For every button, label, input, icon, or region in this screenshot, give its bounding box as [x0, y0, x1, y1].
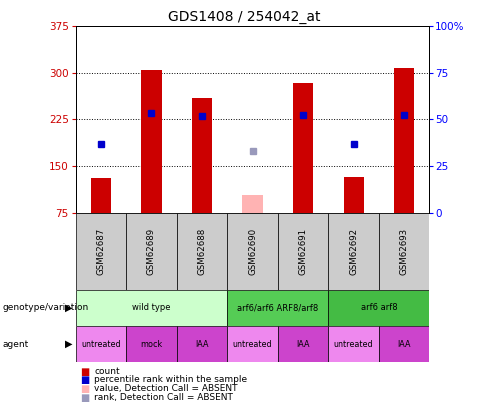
Text: untreated: untreated: [81, 340, 121, 349]
Bar: [328, 290, 429, 326]
Bar: [328, 326, 379, 362]
Text: ■: ■: [81, 367, 90, 377]
Bar: [192, 98, 212, 213]
Bar: [126, 326, 177, 362]
Bar: [177, 213, 227, 290]
Text: GSM62689: GSM62689: [147, 228, 156, 275]
Text: arf6 arf8: arf6 arf8: [361, 303, 397, 312]
Text: GDS1408 / 254042_at: GDS1408 / 254042_at: [168, 10, 320, 24]
Text: mock: mock: [141, 340, 163, 349]
Bar: [243, 195, 263, 213]
Text: rank, Detection Call = ABSENT: rank, Detection Call = ABSENT: [94, 393, 233, 402]
Text: ▶: ▶: [65, 339, 72, 349]
Bar: [177, 326, 227, 362]
Text: IAA: IAA: [296, 340, 310, 349]
Bar: [394, 68, 414, 213]
Text: percentile rank within the sample: percentile rank within the sample: [94, 375, 247, 384]
Bar: [76, 326, 126, 362]
Text: wild type: wild type: [132, 303, 171, 312]
Text: untreated: untreated: [233, 340, 272, 349]
Bar: [328, 213, 379, 290]
Text: value, Detection Call = ABSENT: value, Detection Call = ABSENT: [94, 384, 238, 393]
Bar: [278, 213, 328, 290]
Bar: [344, 177, 364, 213]
Text: genotype/variation: genotype/variation: [2, 303, 89, 312]
Bar: [379, 213, 429, 290]
Text: untreated: untreated: [334, 340, 373, 349]
Text: IAA: IAA: [195, 340, 209, 349]
Bar: [76, 213, 126, 290]
Text: count: count: [94, 367, 120, 375]
Text: IAA: IAA: [397, 340, 411, 349]
Text: GSM62688: GSM62688: [198, 228, 206, 275]
Text: GSM62693: GSM62693: [400, 228, 408, 275]
Text: arf6/arf6 ARF8/arf8: arf6/arf6 ARF8/arf8: [237, 303, 319, 312]
Bar: [278, 326, 328, 362]
Bar: [142, 70, 162, 213]
Bar: [379, 326, 429, 362]
Text: agent: agent: [2, 340, 29, 349]
Text: ■: ■: [81, 384, 90, 394]
Bar: [91, 179, 111, 213]
Text: GSM62687: GSM62687: [97, 228, 105, 275]
Text: ■: ■: [81, 393, 90, 403]
Bar: [76, 290, 227, 326]
Bar: [227, 326, 278, 362]
Text: ▶: ▶: [65, 303, 72, 313]
Bar: [293, 83, 313, 213]
Bar: [227, 290, 328, 326]
Bar: [227, 213, 278, 290]
Text: ■: ■: [81, 375, 90, 386]
Text: GSM62692: GSM62692: [349, 228, 358, 275]
Text: GSM62691: GSM62691: [299, 228, 307, 275]
Text: GSM62690: GSM62690: [248, 228, 257, 275]
Bar: [126, 213, 177, 290]
